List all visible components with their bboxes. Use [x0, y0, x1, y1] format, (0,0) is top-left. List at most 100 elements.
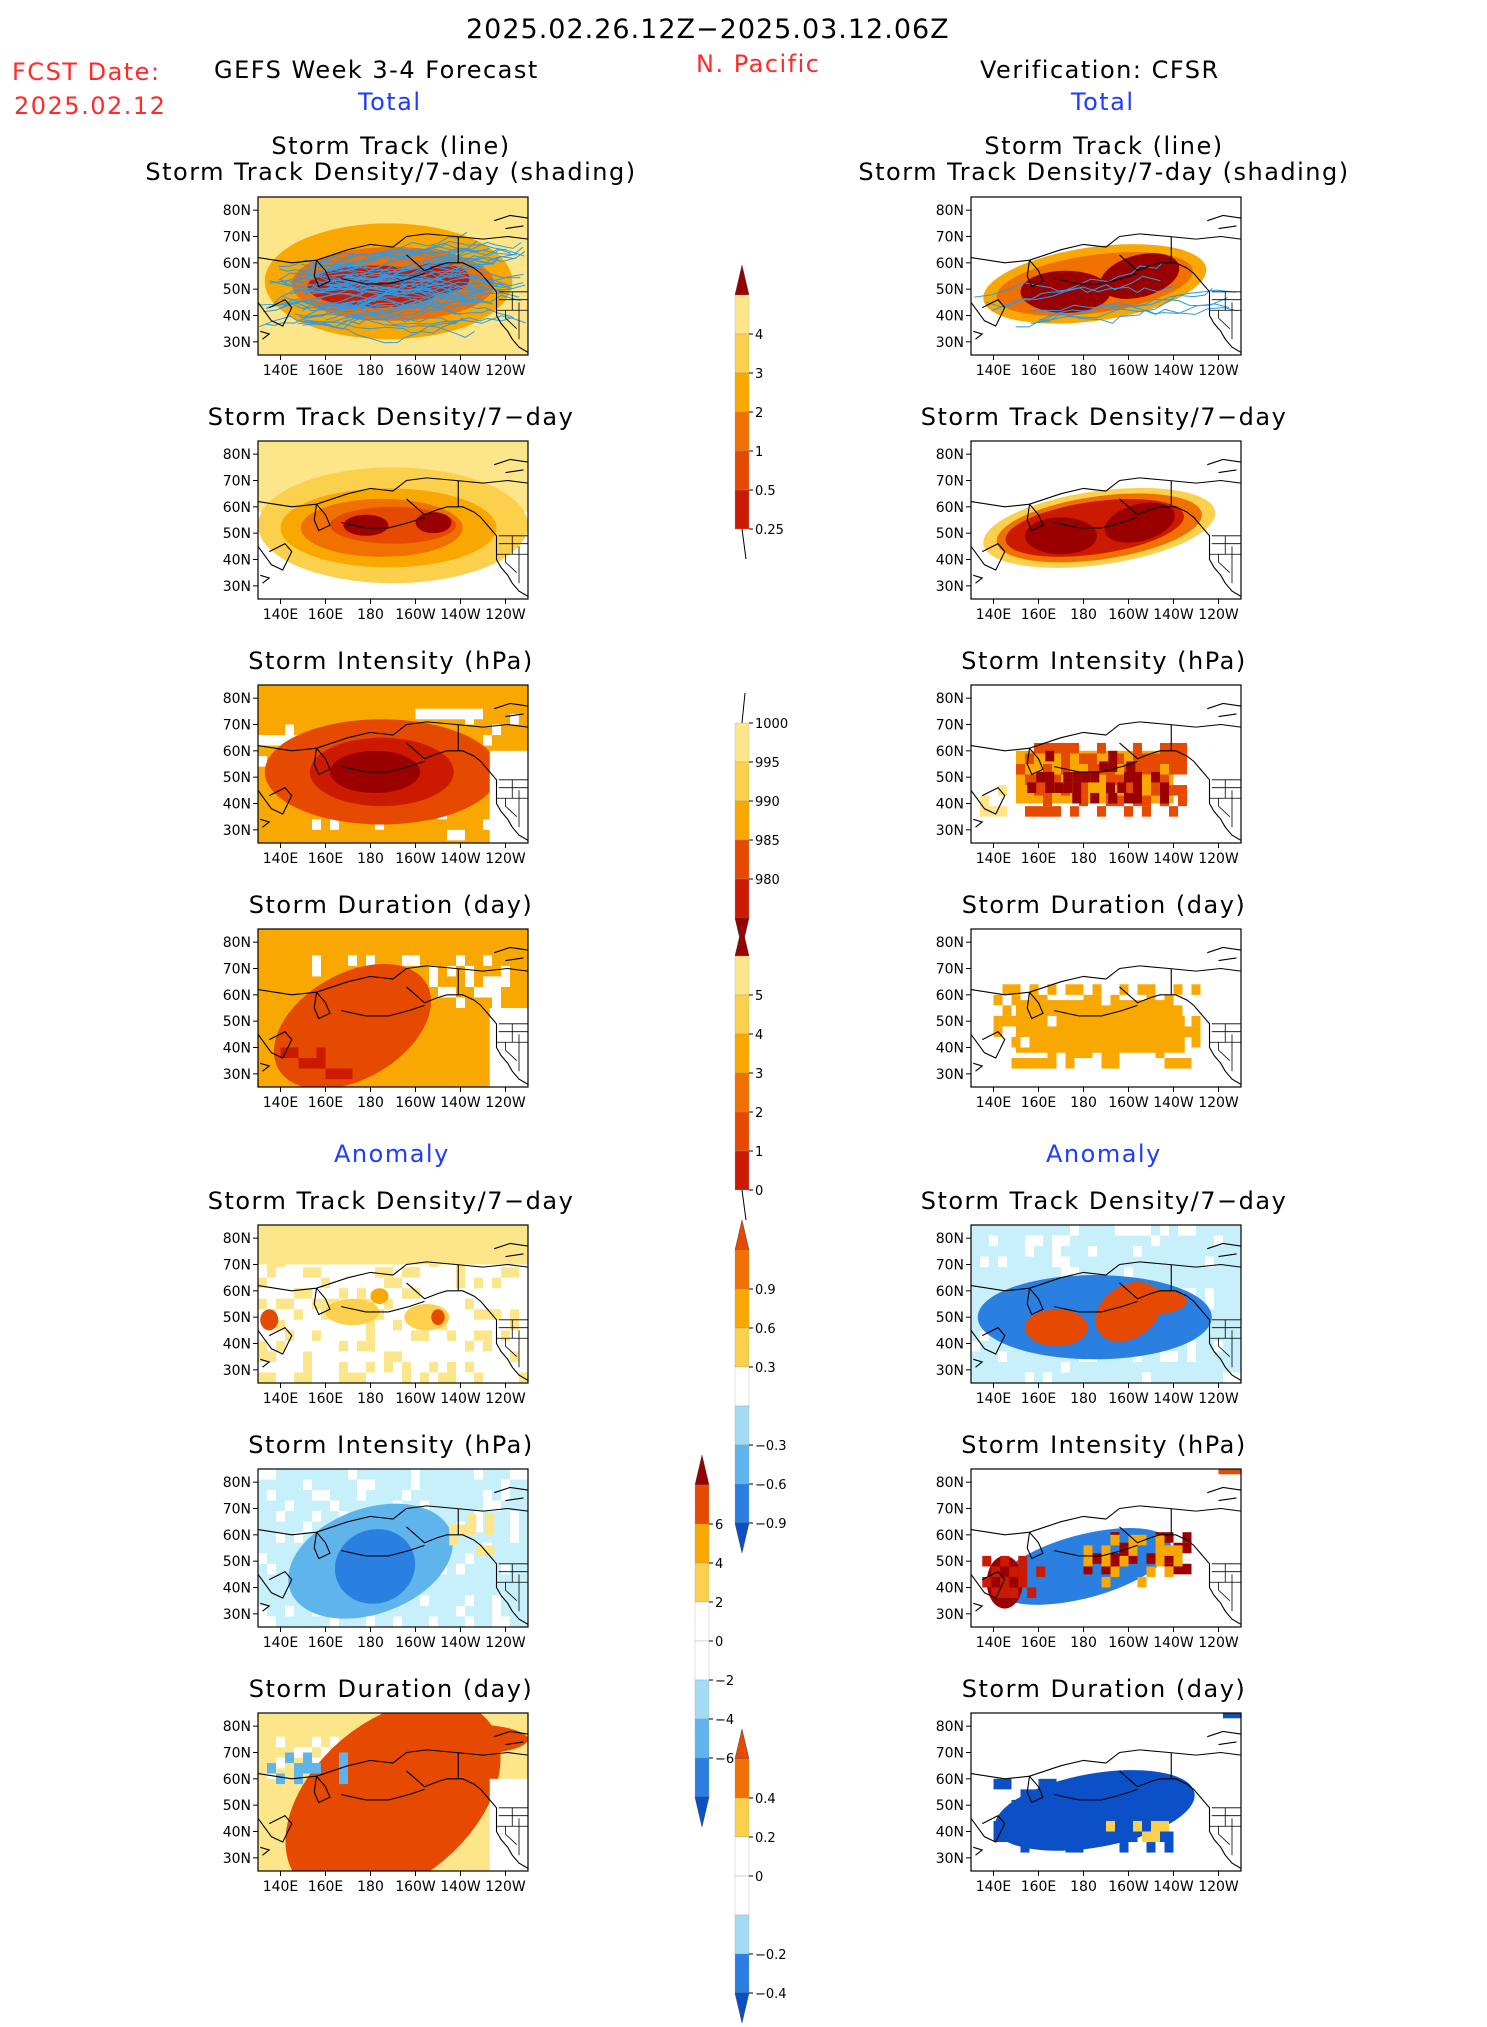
lon-label: 140W	[1153, 851, 1194, 867]
lat-label: 50N	[223, 1014, 251, 1030]
lat-label: 30N	[936, 1363, 964, 1379]
lat-label: 50N	[223, 1554, 251, 1570]
lon-label: 140W	[440, 851, 481, 867]
colorbar-duration-total: 0 1 2 3 4 5	[734, 925, 815, 1234]
map-duration-total-left: 80N 70N 60N 50N 40N 30N 140E 160E 180 160W 140W 120…	[223, 928, 529, 1111]
lat-label: 30N	[936, 335, 964, 351]
lat-label: 60N	[223, 256, 251, 272]
lon-label: 120W	[485, 851, 526, 867]
colorbar-label: 5	[755, 989, 763, 1004]
lon-label: 180	[1070, 607, 1097, 623]
map-intensity-anom-left: 80N 70N 60N 50N 40N 30N 140E 160E 180 160W 140W 120…	[223, 1468, 529, 1651]
lat-label: 70N	[936, 718, 964, 734]
lon-label: 160E	[1021, 851, 1057, 867]
lon-label: 160W	[1108, 1879, 1149, 1895]
lat-label: 70N	[936, 474, 964, 490]
title-density-anom-left: Storm Track Density/7−day	[207, 1187, 575, 1215]
lon-label: 140W	[440, 1879, 481, 1895]
title-track-shading-right: Storm Track Density/7-day (shading)	[858, 158, 1350, 186]
colorbar-label: 995	[755, 756, 780, 771]
lat-label: 80N	[223, 1475, 251, 1491]
map-shading	[971, 702, 1241, 841]
lon-label: 160W	[1108, 1391, 1149, 1407]
colorbar-label: −6	[715, 1752, 734, 1767]
lat-label: 60N	[936, 988, 964, 1004]
map-shading	[971, 458, 1241, 597]
colorbar-density-total: 0.25 0.5 1 2 3 4	[734, 264, 815, 573]
lon-label: 140W	[1153, 1635, 1194, 1651]
colorbar-label: 1	[755, 445, 763, 460]
lat-label: 70N	[223, 474, 251, 490]
region-label: N. Pacific	[696, 50, 821, 78]
lon-label: 160E	[1021, 363, 1057, 379]
lon-label: 160E	[308, 1095, 344, 1111]
lon-label: 180	[357, 1879, 384, 1895]
lat-label: 70N	[936, 1502, 964, 1518]
map-duration-total-right: 80N 70N 60N 50N 40N 30N 140E 160E 180 160W 140W 120…	[936, 928, 1242, 1111]
title-density-anom-right: Storm Track Density/7−day	[920, 1187, 1288, 1215]
colorbar-label: 980	[755, 873, 780, 888]
lon-label: 160E	[308, 1391, 344, 1407]
colorbar-label: 0.2	[755, 1831, 776, 1846]
lon-label: 160E	[308, 1635, 344, 1651]
colorbar-label: 2	[755, 1106, 763, 1121]
lat-label: 80N	[936, 203, 964, 219]
lat-label: 70N	[223, 962, 251, 978]
lon-label: 140W	[440, 1391, 481, 1407]
lon-label: 140E	[976, 1635, 1012, 1651]
lat-label: 40N	[936, 309, 964, 325]
colorbar-label: 4	[715, 1557, 723, 1572]
lon-label: 160W	[395, 851, 436, 867]
lon-label: 180	[1070, 1391, 1097, 1407]
lon-label: 140E	[263, 1095, 299, 1111]
lat-label: 60N	[936, 1528, 964, 1544]
lon-label: 120W	[1198, 1391, 1239, 1407]
map-intensity-total-right: 80N 70N 60N 50N 40N 30N 140E 160E 180 160W 140W 120…	[936, 684, 1242, 867]
lat-label: 80N	[223, 447, 251, 463]
colorbar-label: 0.6	[755, 1322, 776, 1337]
lat-label: 60N	[936, 256, 964, 272]
lon-label: 180	[1070, 1635, 1097, 1651]
fcst-date: 2025.02.12	[14, 92, 167, 120]
lat-label: 80N	[936, 935, 964, 951]
lat-label: 40N	[936, 1825, 964, 1841]
lat-label: 50N	[936, 282, 964, 298]
lon-label: 180	[1070, 1095, 1097, 1111]
lon-label: 160E	[308, 851, 344, 867]
lon-label: 140W	[440, 1635, 481, 1651]
lon-label: 120W	[485, 1879, 526, 1895]
lon-label: 160W	[395, 363, 436, 379]
lat-label: 30N	[936, 823, 964, 839]
lon-label: 140E	[976, 1391, 1012, 1407]
lat-label: 60N	[936, 1772, 964, 1788]
lat-label: 50N	[223, 770, 251, 786]
lat-label: 50N	[936, 770, 964, 786]
lat-label: 60N	[936, 1284, 964, 1300]
lat-label: 50N	[223, 282, 251, 298]
lat-label: 40N	[223, 309, 251, 325]
title-track-shading-left: Storm Track Density/7-day (shading)	[145, 158, 637, 186]
lat-label: 70N	[223, 1746, 251, 1762]
lon-label: 160W	[1108, 607, 1149, 623]
colorbar-label: 0	[755, 1870, 763, 1885]
lat-label: 40N	[223, 553, 251, 569]
lon-label: 180	[357, 363, 384, 379]
lon-label: 120W	[1198, 1095, 1239, 1111]
lat-label: 30N	[223, 1067, 251, 1083]
lat-label: 30N	[936, 1067, 964, 1083]
lon-label: 140W	[1153, 363, 1194, 379]
map-shading	[258, 197, 528, 355]
right-title: Verification: CFSR	[980, 56, 1220, 84]
lon-label: 120W	[485, 1095, 526, 1111]
lat-label: 60N	[223, 988, 251, 1004]
lon-label: 120W	[485, 1391, 526, 1407]
colorbar-label: −0.9	[755, 1517, 787, 1532]
title-track-line-left: Storm Track (line)	[271, 132, 511, 160]
map-track-left: 80N 70N 60N 50N 40N 30N 140E 160E 180 160W 140W 120…	[223, 196, 529, 379]
lat-label: 50N	[936, 1014, 964, 1030]
lon-label: 160W	[395, 607, 436, 623]
colorbar-density-anom: 0.9 0.6 0.3 −0.3 −0.6 −0.9	[734, 1219, 815, 1557]
lat-label: 50N	[223, 1798, 251, 1814]
lon-label: 120W	[1198, 1635, 1239, 1651]
lon-label: 140E	[263, 1391, 299, 1407]
